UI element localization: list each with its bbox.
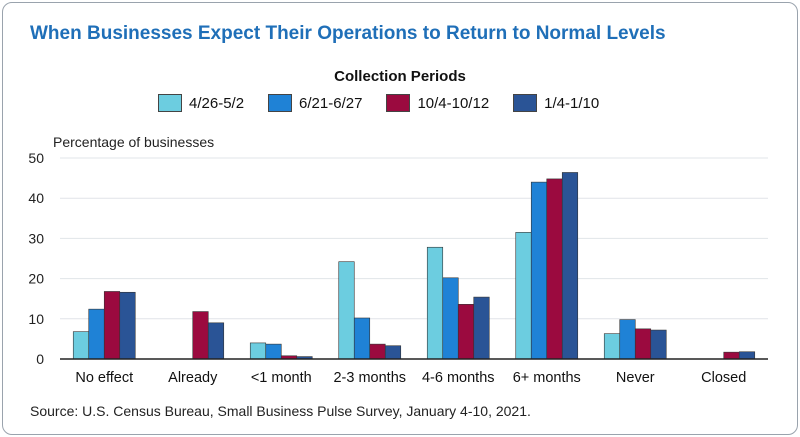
bar bbox=[192, 311, 209, 360]
x-tick-label: Already bbox=[168, 370, 218, 386]
bar bbox=[442, 277, 459, 360]
x-tick-label: 4-6 months bbox=[422, 370, 495, 386]
y-tick-label: 0 bbox=[36, 351, 44, 367]
bar bbox=[634, 328, 652, 360]
bar bbox=[119, 291, 136, 360]
bar bbox=[546, 178, 563, 360]
legend-item: 4/26-5/2 bbox=[158, 94, 244, 112]
chart-title: When Businesses Expect Their Operations … bbox=[30, 23, 666, 44]
bar bbox=[619, 319, 636, 360]
y-tick-label: 10 bbox=[28, 311, 44, 327]
bar bbox=[426, 246, 444, 360]
legend-label: 4/26-5/2 bbox=[189, 94, 245, 112]
bar bbox=[561, 172, 579, 360]
bar bbox=[603, 333, 621, 360]
bar bbox=[72, 331, 90, 360]
bar bbox=[738, 351, 756, 360]
x-tick-label: Closed bbox=[701, 370, 746, 386]
legend-swatch bbox=[386, 94, 411, 112]
bar bbox=[457, 304, 475, 360]
bar bbox=[515, 232, 532, 360]
bar bbox=[338, 261, 355, 360]
legend-swatch bbox=[158, 94, 182, 112]
y-tick-label: 50 bbox=[28, 150, 44, 166]
legend-item: 10/4-10/12 bbox=[386, 94, 489, 112]
legend-swatch bbox=[513, 94, 538, 112]
legend-label: 10/4-10/12 bbox=[417, 94, 490, 112]
y-tick-label: 40 bbox=[28, 190, 44, 206]
bar bbox=[384, 345, 402, 360]
x-tick-label: No effect bbox=[75, 370, 133, 386]
legend-title: Collection Periods bbox=[334, 68, 466, 85]
source-note: Source: U.S. Census Bureau, Small Busine… bbox=[30, 403, 531, 419]
legend-label: 6/21-6/27 bbox=[299, 94, 363, 112]
bar bbox=[650, 329, 667, 360]
legend-label: 1/4-1/10 bbox=[544, 94, 600, 112]
bar bbox=[530, 181, 548, 360]
y-tick-label: 30 bbox=[28, 230, 44, 246]
legend-swatch bbox=[268, 94, 293, 112]
legend: 4/26-5/2 6/21-6/27 10/4-10/12 1/4-1/10 bbox=[158, 92, 599, 114]
bar bbox=[88, 308, 105, 360]
y-tick-label: 20 bbox=[28, 271, 44, 287]
y-axis-label: Percentage of businesses bbox=[53, 134, 214, 150]
bar bbox=[103, 291, 121, 360]
x-tick-label: 6+ months bbox=[513, 370, 581, 386]
bar bbox=[353, 317, 371, 360]
bar bbox=[369, 343, 386, 360]
legend-item: 6/21-6/27 bbox=[268, 94, 362, 112]
legend-item: 1/4-1/10 bbox=[513, 94, 599, 112]
bar bbox=[249, 342, 267, 360]
bar bbox=[473, 296, 490, 360]
bar bbox=[265, 343, 282, 360]
bar bbox=[723, 351, 740, 360]
bar bbox=[207, 322, 225, 360]
x-tick-label: <1 month bbox=[251, 370, 312, 386]
x-tick-label: 2-3 months bbox=[333, 370, 406, 386]
x-tick-label: Never bbox=[616, 370, 655, 386]
